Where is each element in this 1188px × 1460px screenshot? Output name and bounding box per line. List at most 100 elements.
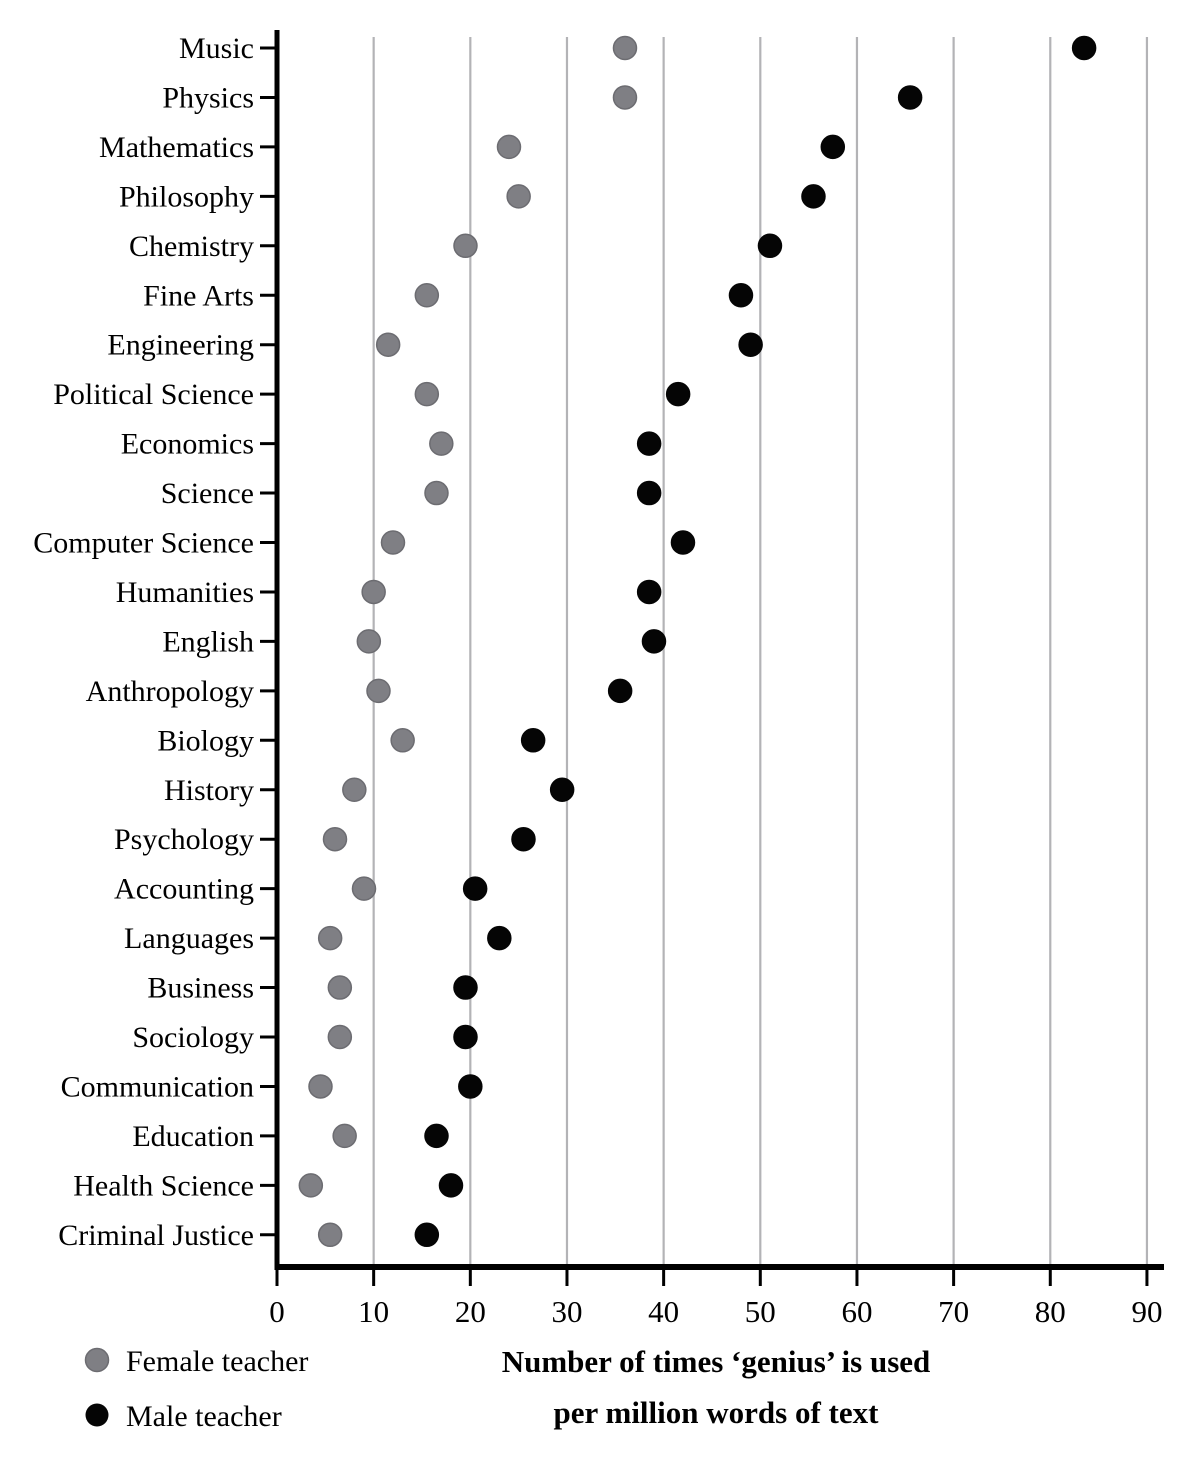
x-tick-label-60: 60 [841,1294,872,1329]
male-teacher-dot-sociology [453,1024,478,1050]
male-teacher-dot-computer-science [670,530,696,555]
x-tick-label-0: 0 [269,1294,285,1329]
male-teacher-dot-education [424,1123,449,1149]
male-teacher-dot-criminal-justice [414,1222,440,1248]
female-teacher-dot-health-science [298,1173,324,1198]
female-teacher-dot-history [342,777,367,802]
female-teacher-dot-engineering [375,332,401,357]
female-teacher-dot-economics [429,431,454,456]
category-label-economics: Economics [121,428,254,461]
category-label-health-science: Health Science [73,1169,254,1202]
male-teacher-dot-biology [520,728,546,753]
x-tick-label-30: 30 [551,1294,582,1329]
male-teacher-dot-english [641,629,667,654]
male-teacher-dot-music [1071,35,1097,61]
category-label-computer-science: Computer Science [33,527,254,560]
x-tick-label-20: 20 [455,1294,486,1329]
female-teacher-dot-humanities [361,579,386,605]
category-label-psychology: Psychology [114,823,254,856]
female-teacher-dot-physics [612,85,638,110]
female-teacher-dot-mathematics [496,134,522,160]
female-teacher-dot-communication [308,1074,333,1099]
male-teacher-dot-philosophy [801,184,826,209]
category-label-biology: Biology [157,724,254,757]
x-tick-label-80: 80 [1035,1294,1066,1329]
legend-female-teacher-dot-icon [84,1347,110,1373]
x-tick-labels-layer: 0 10 20 30 40 50 60 70 80 90 [269,1294,1162,1329]
x-axis-title-line1: Number of times ‘genius’ is used [502,1344,931,1379]
male-teacher-dot-humanities [636,579,662,605]
category-label-music: Music [179,32,254,65]
legend-male-teacher-dot-icon [85,1403,109,1427]
legend-male-teacher-label: Male teacher [126,1400,282,1433]
female-teacher-dot-english [356,629,382,654]
female-teacher-dot-computer-science [380,530,406,555]
male-teacher-dot-engineering [738,332,763,357]
category-label-accounting: Accounting [114,873,254,906]
female-teacher-dot-chemistry [453,233,478,259]
category-label-history: History [164,774,254,807]
category-label-anthropology: Anthropology [86,675,254,708]
male-teacher-dot-anthropology [607,678,633,704]
category-label-science: Science [161,477,254,510]
male-teacher-dot-psychology [511,826,536,852]
category-label-languages: Languages [124,922,254,955]
female-teacher-dot-philosophy [506,184,531,209]
category-label-education: Education [132,1120,254,1153]
female-teacher-dot-business [327,975,353,1000]
female-teacher-dot-biology [390,728,415,753]
male-teacher-dot-communication [458,1074,483,1099]
female-teacher-dot-education [332,1123,357,1149]
y-axis-spine [274,30,280,1270]
category-label-english: English [162,625,254,658]
category-label-sociology: Sociology [132,1021,254,1054]
x-tick-label-40: 40 [648,1294,679,1329]
category-label-humanities: Humanities [116,576,254,609]
x-axis-spine [274,1264,1164,1270]
female-teacher-dot-psychology [322,826,348,852]
data-points-layer [298,35,1097,1248]
legend: Female teacher Male teacher [84,1345,308,1433]
female-teacher-dot-accounting [351,876,377,901]
category-labels-layer: Music Physics Mathematics Philosophy Chemist… [33,32,254,1252]
male-teacher-dot-chemistry [757,233,783,259]
female-teacher-dot-fine-arts [414,283,440,308]
category-label-political-science: Political Science [53,378,254,411]
category-label-chemistry: Chemistry [129,230,254,263]
male-teacher-dot-physics [897,85,923,110]
x-axis-title: Number of times ‘genius’ is used per mil… [502,1344,931,1430]
male-teacher-dot-history [549,777,575,802]
female-teacher-dot-sociology [327,1024,353,1050]
male-teacher-dot-mathematics [820,134,846,160]
male-teacher-dot-political-science [665,381,691,407]
gridlines-layer [372,37,1149,1264]
female-teacher-dot-criminal-justice [317,1222,343,1248]
x-tick-label-90: 90 [1131,1294,1162,1329]
category-label-fine-arts: Fine Arts [143,279,254,312]
axes-layer [260,30,1164,1286]
female-teacher-dot-science [424,480,449,506]
x-tick-label-10: 10 [358,1294,389,1329]
male-teacher-dot-economics [636,431,662,456]
female-teacher-dot-music [612,35,638,61]
x-tick-label-50: 50 [745,1294,776,1329]
category-label-business: Business [147,972,254,1005]
legend-female-teacher-label: Female teacher [126,1345,308,1378]
category-label-philosophy: Philosophy [119,180,254,213]
female-teacher-dot-languages [317,925,343,951]
female-teacher-dot-anthropology [366,678,391,704]
category-label-criminal-justice: Criminal Justice [58,1219,254,1252]
male-teacher-dot-health-science [438,1173,464,1198]
category-label-engineering: Engineering [107,329,254,362]
male-teacher-dot-accounting [462,876,488,901]
x-tick-label-70: 70 [938,1294,969,1329]
category-label-mathematics: Mathematics [99,131,254,164]
male-teacher-dot-science [636,480,662,506]
male-teacher-dot-languages [487,925,512,951]
female-teacher-dot-political-science [414,381,440,407]
male-teacher-dot-business [453,975,478,1000]
male-teacher-dot-fine-arts [728,283,754,308]
category-label-physics: Physics [162,81,254,114]
